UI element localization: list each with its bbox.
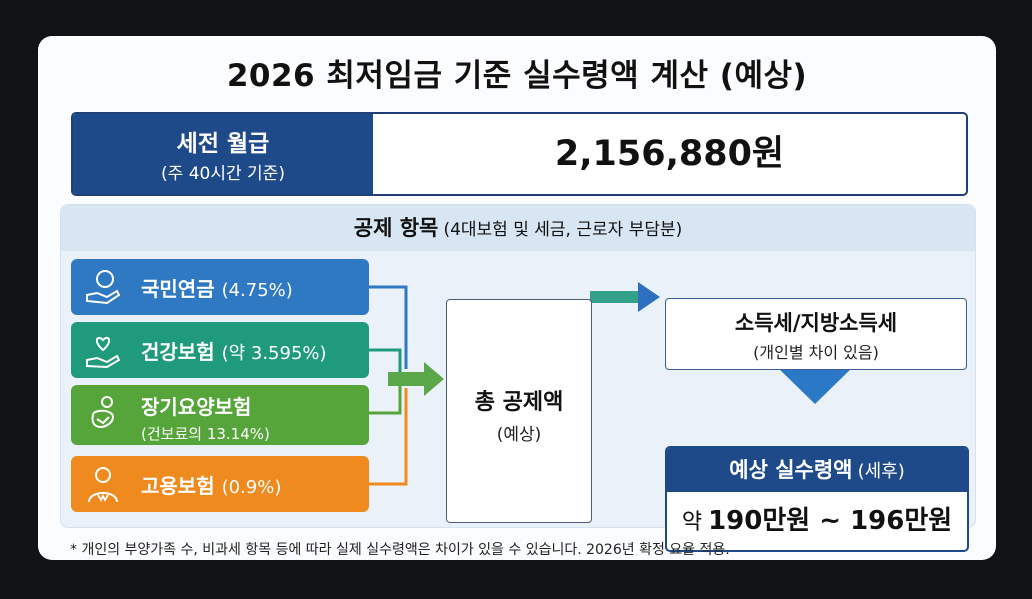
employment-name: 고용보험 — [141, 474, 215, 498]
deductions-title: 공제 항목 — [353, 216, 439, 240]
care-person-icon — [91, 396, 115, 429]
gross-salary-sublabel: (주 40시간 기준) — [161, 164, 285, 184]
page-title: 2026 최저임금 기준 실수령액 계산 (예상) — [226, 58, 808, 94]
net-pay-value: 190만원 ~ 196만원 — [708, 506, 953, 536]
net-pay-box: 예상 실수령액 (세후) 약 190만원 ~ 196만원 — [665, 446, 969, 552]
income-tax-box: 소득세/지방소득세 (개인별 차이 있음) — [665, 298, 967, 370]
deduction-item-pension: 국민연금 (4.75%) — [71, 259, 369, 315]
deductions-subtitle: (4대보험 및 세금, 근로자 부담분) — [443, 220, 683, 240]
gross-salary-value: 2,156,880원 — [554, 134, 785, 174]
net-pay-prefix: 약 — [681, 510, 703, 535]
longterm-care-name: 장기요양보험 — [141, 395, 252, 419]
heart-hand-icon — [86, 336, 121, 369]
employment-rate: (0.9%) — [221, 477, 282, 498]
connector-employment — [369, 388, 408, 486]
coin-hand-icon — [86, 270, 121, 305]
gross-salary-box: 세전 월급 (주 40시간 기준) 2,156,880원 — [71, 112, 968, 196]
health-name: 건강보험 — [141, 340, 215, 364]
total-deduction-label: 총 공제액 — [474, 390, 564, 415]
net-pay-label-sub: (세후) — [857, 461, 905, 482]
total-deduction-sub: (예상) — [496, 425, 542, 445]
worker-icon — [88, 467, 118, 503]
deduction-item-health: 건강보험 (약 3.595%) — [71, 322, 369, 378]
net-pay-label: 예상 실수령액 — [729, 458, 853, 482]
total-deduction-box: 총 공제액 (예상) — [446, 299, 592, 523]
connector-health — [369, 348, 402, 372]
gross-salary-label: 세전 월급 — [176, 131, 270, 157]
health-rate: (약 3.595%) — [221, 343, 327, 364]
income-tax-sub: (개인별 차이 있음) — [753, 343, 879, 362]
arrow-to-tax — [590, 282, 660, 312]
deduction-item-employment: 고용보험 (0.9%) — [71, 456, 369, 512]
income-tax-label: 소득세/지방소득세 — [734, 311, 898, 335]
pension-name: 국민연금 — [141, 277, 215, 301]
deduction-item-longterm-care: 장기요양보험 (건보료의 13.14%) — [71, 385, 369, 445]
pension-rate: (4.75%) — [221, 280, 293, 301]
net-pay-header: 예상 실수령액 (세후) — [667, 448, 967, 492]
longterm-care-rate: (건보료의 13.14%) — [141, 425, 270, 443]
gross-salary-label-block: 세전 월급 (주 40시간 기준) — [73, 114, 373, 194]
deductions-header: 공제 항목 (4대보험 및 세금, 근로자 부담분) — [61, 205, 975, 251]
infographic-card: 2026 최저임금 기준 실수령액 계산 (예상) 세전 월급 (주 40시간 … — [38, 36, 996, 560]
arrow-to-total — [388, 362, 444, 396]
connector-pension — [369, 285, 408, 369]
connector-longterm — [369, 386, 402, 415]
footnote: * 개인의 부양가족 수, 비과세 항목 등에 따라 실제 실수령액은 차이가 … — [70, 542, 730, 558]
